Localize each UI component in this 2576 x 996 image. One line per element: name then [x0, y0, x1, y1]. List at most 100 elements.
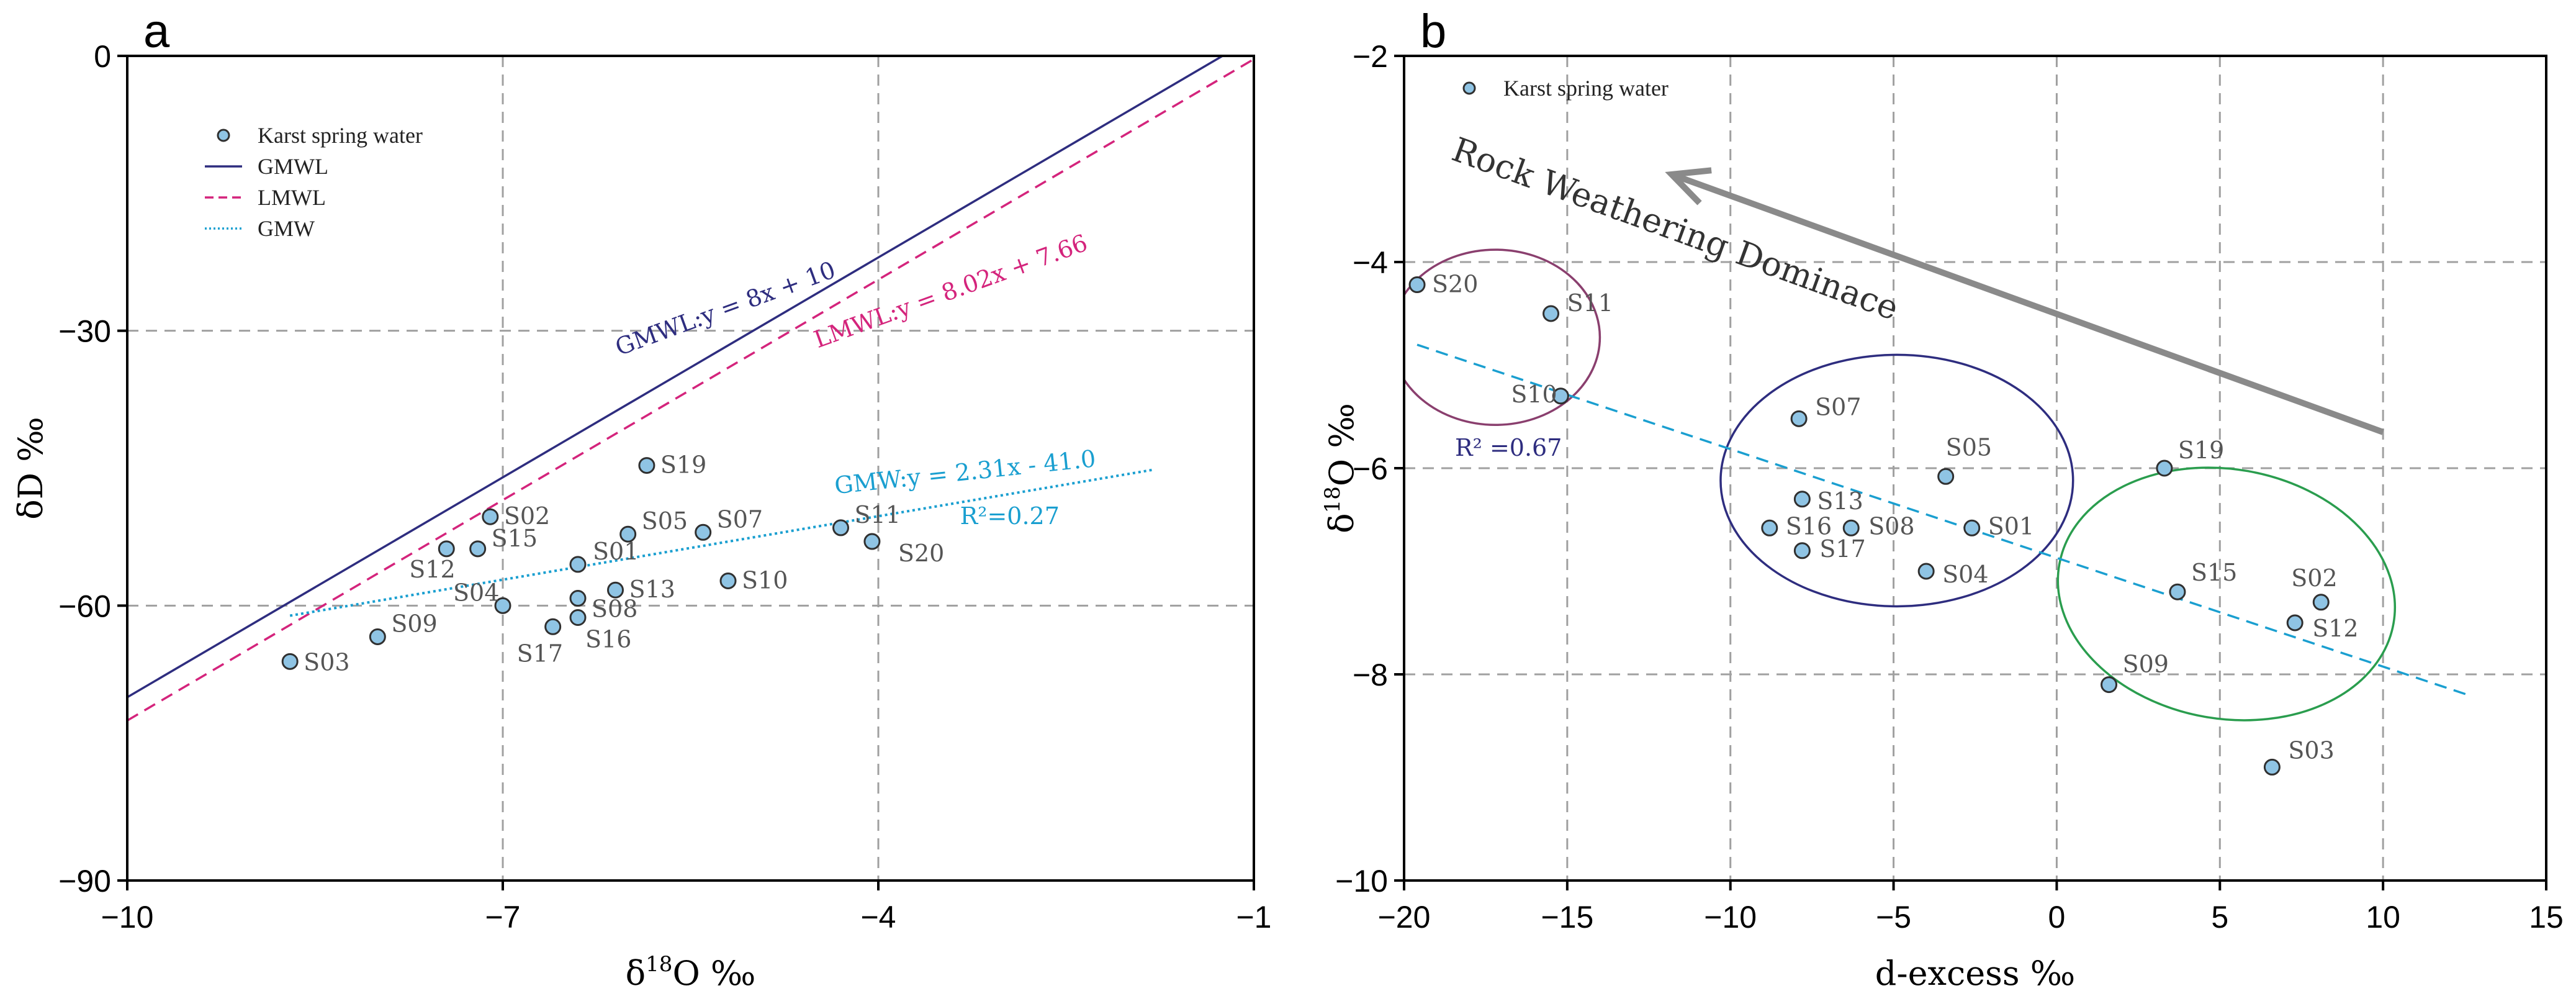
legend-label-2: GMWL — [258, 154, 328, 179]
y-tick-label: −4 — [1353, 245, 1388, 280]
line-gmw — [289, 468, 1154, 617]
x-axis-title: d-excess ‰ — [1875, 954, 2075, 993]
plot-frame — [126, 55, 1255, 882]
data-point-s03 — [2263, 758, 2281, 776]
x-axis-title-rest: O ‰ — [672, 954, 755, 993]
data-point-s16 — [1761, 519, 1778, 536]
annotation-gmw: GMW:y = 2.31x - 41.0 — [833, 445, 1097, 499]
point-label-s05: S05 — [642, 507, 688, 535]
x-tick-label: 0 — [2048, 900, 2066, 935]
point-label-s11: S11 — [1567, 289, 1613, 317]
data-point-s07 — [1790, 410, 1808, 427]
annotation-gmwl: GMWL:y = 8x + 10 — [611, 256, 839, 361]
point-label-s05: S05 — [1946, 433, 1992, 461]
plot-area — [127, 56, 1254, 722]
data-point-s02 — [2312, 594, 2330, 611]
y-axis-title: δD ‰ — [11, 417, 50, 519]
panel-letter: a — [143, 5, 170, 58]
data-point-s16 — [569, 609, 587, 627]
line-lmwl — [127, 58, 1254, 722]
data-point-s13 — [607, 581, 624, 599]
data-point-s17 — [544, 618, 562, 635]
data-point-s01 — [1963, 519, 1981, 536]
point-label-s15: S15 — [2191, 559, 2237, 586]
r-squared-a: R²=0.27 — [960, 502, 1060, 530]
y-tick-label: −8 — [1353, 658, 1388, 692]
point-label-s13: S13 — [1817, 487, 1863, 515]
legend: Karst spring water GMWL LMWL GMW — [205, 123, 423, 241]
legend-label-1: Karst spring water — [258, 123, 423, 148]
point-label-s16: S16 — [585, 626, 631, 653]
data-point-s15 — [2169, 583, 2186, 600]
data-point-s09 — [2101, 676, 2118, 694]
point-label-s08: S08 — [1868, 512, 1914, 540]
point-label-s19: S19 — [2178, 437, 2224, 464]
x-tick-label: −5 — [1876, 900, 1911, 935]
legend-label-1: Karst spring water — [1503, 76, 1669, 101]
y-tick-label: −60 — [58, 589, 111, 623]
annotation-lmwl: LMWL:y = 8.02x + 7.66 — [810, 229, 1091, 354]
point-label-s12: S12 — [2312, 615, 2358, 642]
data-point-s10 — [1552, 387, 1569, 405]
x-tick-label: 5 — [2211, 900, 2228, 935]
point-label-s17: S17 — [517, 640, 563, 667]
x-tick-label: −15 — [1541, 900, 1593, 935]
data-point-s04 — [1917, 563, 1935, 580]
data-point-s13 — [1793, 491, 1811, 508]
data-point-s05 — [619, 525, 637, 543]
point-label-s19: S19 — [660, 451, 706, 479]
point-label-s04: S04 — [1942, 561, 1988, 588]
data-point-s19 — [638, 457, 655, 474]
line-fit — [1416, 343, 2469, 696]
x-tick-label: −7 — [485, 900, 520, 935]
legend: Karst spring water — [1462, 76, 1669, 101]
point-label-s09: S09 — [391, 610, 437, 638]
y-axis-title-main: δ — [1322, 513, 1361, 533]
y-axis-title: δ18O ‰ — [1320, 403, 1361, 533]
legend-label-4: GMW — [258, 216, 315, 241]
point-label-s03: S03 — [304, 648, 349, 676]
line-gmwl — [127, 56, 1223, 699]
data-point-s15 — [469, 540, 487, 558]
group-ellipse-1 — [1404, 248, 1601, 426]
x-tick-label: 10 — [2366, 900, 2400, 935]
data-points: S01 S02 S03 S04 S05 S07 S08 S09 S10 S11 S12 S13 S15 S… — [281, 451, 944, 676]
point-label-s15: S15 — [492, 525, 538, 552]
point-label-s16: S16 — [1786, 512, 1832, 540]
y-tick-label: −10 — [1335, 864, 1388, 899]
x-axis-title-main: δ — [626, 954, 646, 993]
data-point-s20 — [863, 533, 881, 550]
x-tick-label: −4 — [860, 900, 896, 935]
point-label-s04: S04 — [453, 579, 499, 606]
data-point-s12 — [2286, 614, 2304, 632]
y-tick-label: −6 — [1353, 451, 1388, 486]
data-point-s07 — [695, 523, 712, 541]
y-axis-title-rest: O ‰ — [1322, 403, 1361, 486]
panel-letter: b — [1420, 5, 1446, 58]
point-label-s20: S20 — [1432, 271, 1478, 298]
data-point-s20 — [1408, 276, 1426, 294]
point-label-s02: S02 — [504, 502, 550, 530]
point-label-s09: S09 — [2123, 651, 2169, 678]
x-tick-label: −10 — [101, 900, 154, 935]
point-label-s10: S10 — [742, 566, 788, 594]
y-tick-label: −30 — [58, 314, 111, 349]
point-label-s03: S03 — [2288, 736, 2334, 764]
point-label-s01: S01 — [1988, 512, 2034, 540]
legend-marker-point — [1462, 81, 1476, 95]
point-label-s17: S17 — [1819, 535, 1865, 563]
y-tick-label: 0 — [94, 39, 111, 74]
point-label-s07: S07 — [717, 505, 763, 533]
point-label-s02: S02 — [2291, 564, 2337, 592]
x-tick-label: −1 — [1236, 900, 1271, 935]
data-point-s19 — [2156, 460, 2173, 477]
trend-arrow — [1670, 171, 2384, 435]
point-label-s13: S13 — [629, 576, 675, 603]
data-point-s08 — [569, 590, 587, 607]
data-point-s09 — [369, 628, 386, 646]
data-point-s11 — [1542, 305, 1560, 322]
y-tick-label: −90 — [58, 864, 111, 899]
